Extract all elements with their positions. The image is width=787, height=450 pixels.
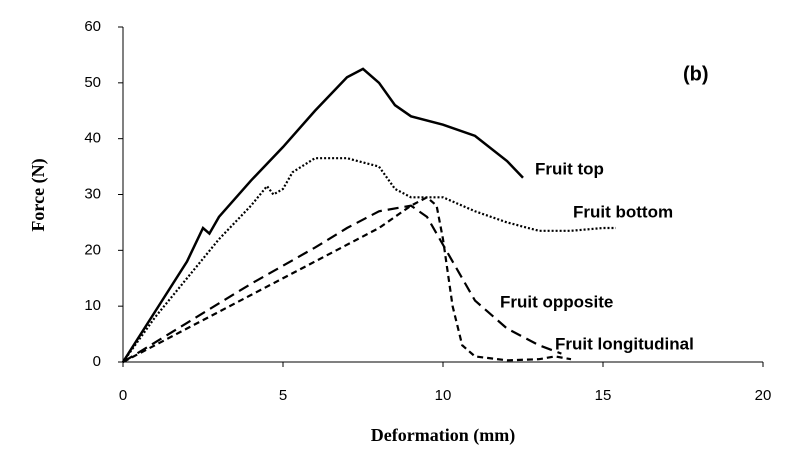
series-line [122, 204, 562, 363]
x-axis-label: Deformation (mm) [371, 425, 515, 446]
x-tick-label: 10 [435, 387, 452, 404]
series-label: Fruit top [535, 159, 604, 178]
series-label: Fruit opposite [500, 292, 613, 311]
series-label: Fruit longitudinal [555, 334, 694, 353]
y-tick-label: 0 [93, 353, 101, 370]
y-tick-label: 20 [84, 241, 101, 258]
series-line [122, 157, 616, 363]
series-line [122, 195, 572, 363]
y-tick-label: 40 [84, 130, 101, 147]
y-tick-label: 30 [84, 185, 101, 202]
y-tick-label: 50 [84, 74, 101, 91]
panel-label: (b) [683, 63, 709, 85]
series-label: Fruit bottom [573, 202, 673, 221]
y-axis-label: Force (N) [28, 158, 49, 231]
x-tick-label: 15 [595, 387, 612, 404]
x-tick-label: 0 [119, 387, 127, 404]
series-line [121, 67, 524, 363]
y-tick-label: 60 [84, 18, 101, 35]
x-tick-label: 20 [755, 387, 772, 404]
x-tick-label: 5 [279, 387, 287, 404]
y-tick-label: 10 [84, 297, 101, 314]
